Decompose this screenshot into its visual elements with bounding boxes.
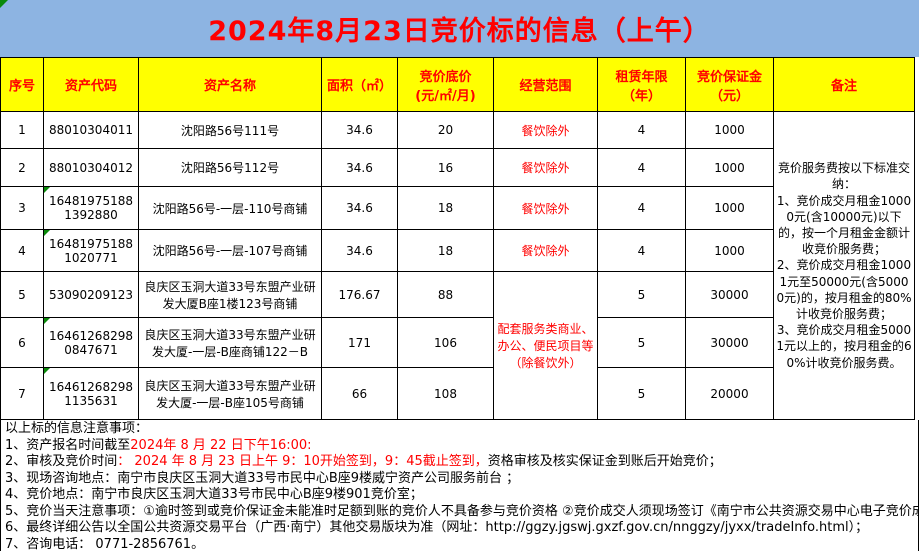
cell-price: 106 <box>397 317 494 368</box>
col-header-remark: 备注 <box>773 57 915 112</box>
cell-deposit: 30000 <box>685 317 774 368</box>
note-line-7: 7、咨询电话： 0771-2856761。 <box>5 536 205 551</box>
cell-no: 1 <box>0 111 44 149</box>
number-format-warning-icon <box>44 368 50 374</box>
table-row: 5 53090209123 良庆区玉洞大道33号东盟产业研发大厦B座1楼123号… <box>0 271 915 420</box>
cell-name: 沈阳路56号112号 <box>138 148 322 187</box>
table-row: 3 164819751881392880 沈阳路56号-一层-110号商铺 34… <box>0 186 915 230</box>
cell-name: 沈阳路56号111号 <box>138 111 322 149</box>
cell-price: 16 <box>397 148 494 187</box>
cell-scope: 餐饮除外 <box>493 186 598 230</box>
cell-years: 4 <box>597 148 686 187</box>
title-bar: 2024年8月23日竞价标的信息（上午） <box>0 0 919 57</box>
cell-deposit: 1000 <box>685 229 774 272</box>
cell-years: 5 <box>597 367 686 420</box>
cell-scope-merged: 配套服务类商业、办公、便民项目等（除餐饮外） <box>493 271 598 420</box>
number-format-warning-icon <box>44 318 50 324</box>
note-line-5: 5、竞价当天注意事项：①逾时签到或竞价保证金未能准时足额到账的竞价人不具备参与竞… <box>5 503 919 519</box>
cell-deposit: 30000 <box>685 271 774 318</box>
cell-deposit: 1000 <box>685 111 774 149</box>
cell-no: 4 <box>0 229 44 272</box>
cell-name: 良庆区玉洞大道33号东盟产业研发大厦-一层-B座商铺122－B <box>138 317 322 368</box>
cell-scope: 餐饮除外 <box>493 229 598 272</box>
cell-name: 良庆区玉洞大道33号东盟产业研发大厦B座1楼123号商铺 <box>138 271 322 318</box>
cell-area: 34.6 <box>321 148 398 187</box>
note-line-1: 1、资产报名时间截至2024年 8 月 22 日下午16:00: <box>5 437 312 453</box>
cell-name: 沈阳路56号-一层-107号商铺 <box>138 229 322 272</box>
cell-deposit: 1000 <box>685 148 774 187</box>
col-header-no: 序号 <box>0 57 44 112</box>
cell-no: 3 <box>0 186 44 230</box>
cell-scope: 餐饮除外 <box>493 111 598 149</box>
cell-code: 164612682980847671 <box>43 317 139 368</box>
header-row: 序号 资产代码 资产名称 面积（㎡） 竞价底价 (元/㎡/月) 经营范围 租赁年… <box>0 57 915 112</box>
table-row: 1 88010304011 沈阳路56号111号 34.6 20 餐饮除外 4 … <box>0 111 915 420</box>
cell-price: 18 <box>397 186 494 230</box>
cell-name: 良庆区玉洞大道33号东盟产业研发大厦-一层-B座105号商铺 <box>138 367 322 420</box>
table-row: 4 164819751881020771 沈阳路56号-一层-107号商铺 34… <box>0 229 915 272</box>
note-line-6: 6、最终详细公告以全国公共资源交易平台（广西·南宁）其他交易版块为准（网址：ht… <box>5 520 869 535</box>
bid-time-highlight: ： 2024 年 8 月 23 日上午 9：10开始签到，9：45截止签到， <box>117 454 488 469</box>
cell-area: 34.6 <box>321 111 398 149</box>
cell-no: 5 <box>0 271 44 318</box>
cell-no: 7 <box>0 367 44 420</box>
cell-no: 6 <box>0 317 44 368</box>
deadline-highlight: 2024年 8 月 22 日下午16:00: <box>130 437 312 453</box>
cell-deposit: 1000 <box>685 186 774 230</box>
cell-years: 5 <box>597 271 686 318</box>
cell-scope: 餐饮除外 <box>493 148 598 187</box>
cell-area: 66 <box>321 367 398 420</box>
cell-remark: 竞价服务费按以下标准交纳： 1、竞价成交月租金10000元(含10000元)以下… <box>773 111 915 420</box>
col-header-name: 资产名称 <box>138 57 322 112</box>
note-line-4: 4、竞价地点：南宁市良庆区玉洞大道33号市民中心B座9楼901竞价室； <box>5 487 423 502</box>
cell-code: 88010304011 <box>43 111 139 149</box>
cell-price: 88 <box>397 271 494 318</box>
cell-area: 34.6 <box>321 229 398 272</box>
cell-area: 171 <box>321 317 398 368</box>
cell-years: 4 <box>597 111 686 149</box>
col-header-years: 租赁年限 （年） <box>597 57 686 112</box>
cell-area: 34.6 <box>321 186 398 230</box>
table-row: 6 164612682980847671 良庆区玉洞大道33号东盟产业研发大厦-… <box>0 317 915 368</box>
cell-deposit: 20000 <box>685 367 774 420</box>
cell-no: 2 <box>0 148 44 187</box>
cell-name: 沈阳路56号-一层-110号商铺 <box>138 186 322 230</box>
cell-years: 4 <box>597 186 686 230</box>
table-row: 2 88010304012 沈阳路56号112号 34.6 16 餐饮除外 4 … <box>0 148 915 187</box>
number-format-warning-icon <box>44 230 50 236</box>
cell-code: 88010304012 <box>43 148 139 187</box>
cell-code: 164612682981135631 <box>43 367 139 420</box>
cell-code: 53090209123 <box>43 271 139 318</box>
col-header-area: 面积（㎡） <box>321 57 398 112</box>
bidding-table: 序号 资产代码 资产名称 面积（㎡） 竞价底价 (元/㎡/月) 经营范围 租赁年… <box>0 57 915 420</box>
cell-price: 18 <box>397 229 494 272</box>
cell-code: 164819751881392880 <box>43 186 139 230</box>
notes-heading: 以上标的信息注意事项： <box>5 421 149 436</box>
notes-section: 以上标的信息注意事项： 1、资产报名时间截至2024年 8 月 22 日下午16… <box>0 420 919 551</box>
note-line-3: 3、现场咨询地点：南宁市良庆区玉洞大道33号市民中心B座9楼威宁资产公司服务前台… <box>5 470 520 486</box>
col-header-price: 竞价底价 (元/㎡/月) <box>397 57 494 112</box>
cell-code: 164819751881020771 <box>43 229 139 272</box>
page-title: 2024年8月23日竞价标的信息（上午） <box>208 16 711 47</box>
cell-years: 5 <box>597 317 686 368</box>
cell-corner-marker-icon <box>0 0 8 8</box>
col-header-deposit: 竞价保证金 （元） <box>685 57 774 112</box>
col-header-code: 资产代码 <box>43 57 139 112</box>
col-header-scope: 经营范围 <box>493 57 598 112</box>
table-row: 7 164612682981135631 良庆区玉洞大道33号东盟产业研发大厦-… <box>0 367 915 420</box>
cell-years: 4 <box>597 229 686 272</box>
number-format-warning-icon <box>44 187 50 193</box>
cell-area: 176.67 <box>321 271 398 318</box>
note-line-2: 2、审核及竞价时间： 2024 年 8 月 23 日上午 9：10开始签到，9：… <box>5 454 722 469</box>
cell-price: 108 <box>397 367 494 420</box>
cell-price: 20 <box>397 111 494 149</box>
